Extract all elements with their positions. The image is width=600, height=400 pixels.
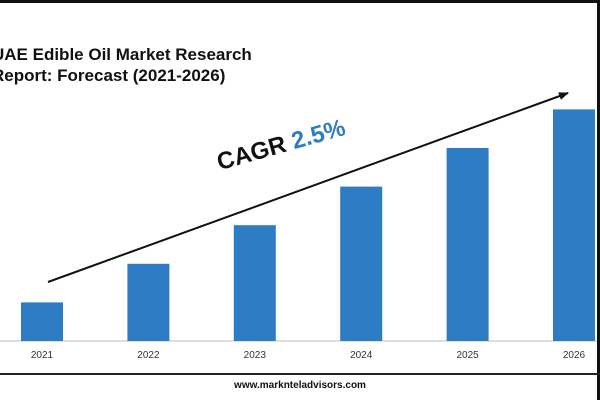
bar-2024 (340, 186, 383, 341)
x-tick-label-2021: 2021 (31, 350, 54, 361)
x-tick-label-2024: 2024 (350, 350, 373, 361)
x-tick-label-2026: 2026 (563, 350, 586, 361)
growth-arrow (47, 92, 569, 283)
x-tick-label-2023: 2023 (244, 350, 267, 361)
right-border (597, 0, 600, 400)
chart-title-line-1: UAE Edible Oil Market Research (0, 45, 252, 64)
x-tick-label-2022: 2022 (137, 350, 160, 361)
chart-title-line-2: Report: Forecast (2021-2026) (0, 66, 226, 85)
bar-2022 (127, 263, 170, 341)
bar-2023 (233, 225, 276, 341)
top-border (0, 0, 600, 3)
chart-title: UAE Edible Oil Market Research Report: F… (0, 44, 312, 86)
footer-divider (0, 373, 600, 375)
footer-url[interactable]: www.marknteladvisors.com (234, 380, 366, 391)
bar-2021 (21, 302, 63, 341)
x-tick-label-2025: 2025 (456, 350, 479, 361)
bar-2026 (553, 109, 595, 342)
bar-2025 (446, 148, 489, 341)
